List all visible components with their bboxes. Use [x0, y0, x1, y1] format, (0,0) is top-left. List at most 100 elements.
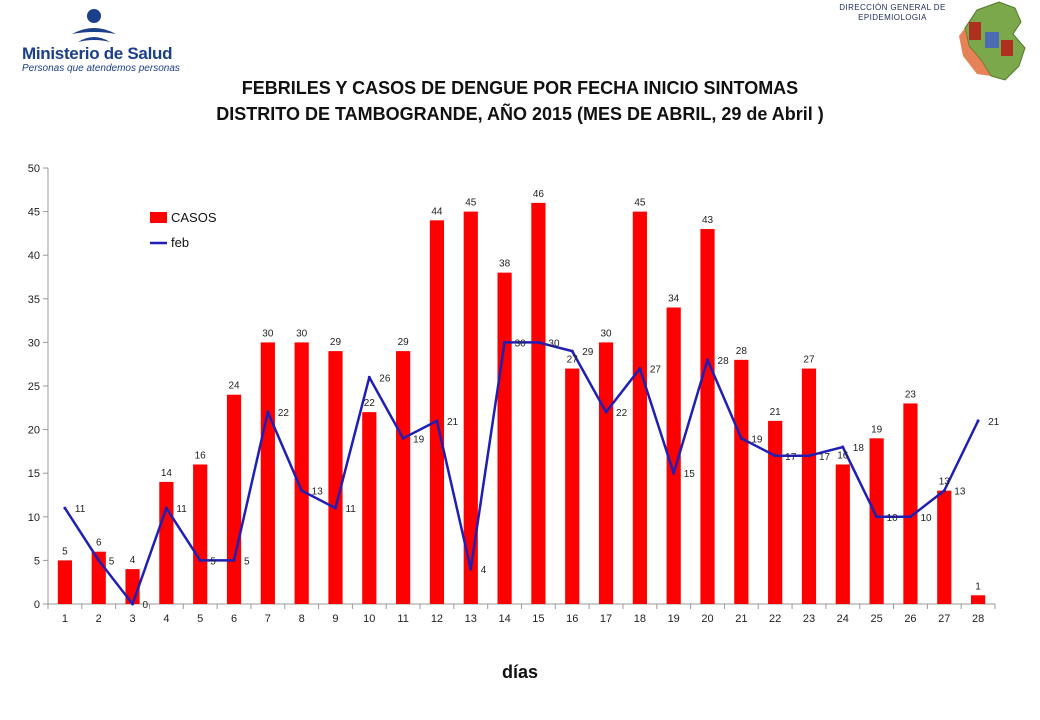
- bar-data-label: 4: [130, 555, 136, 566]
- y-tick-label: 50: [28, 163, 40, 175]
- bar-casos: [598, 342, 614, 604]
- bar-casos: [328, 351, 343, 604]
- bar-casos: [193, 464, 208, 604]
- bar-casos: [632, 211, 647, 604]
- bar-data-label: 27: [803, 355, 815, 366]
- bar-data-label: 29: [398, 337, 410, 348]
- y-tick-label: 35: [28, 294, 40, 306]
- bar-casos: [734, 359, 749, 604]
- x-tick-label: 23: [803, 613, 815, 625]
- bar-casos: [768, 420, 783, 604]
- bar-casos: [835, 464, 850, 604]
- bar-casos: [362, 412, 377, 604]
- x-tick-label: 2: [96, 613, 102, 625]
- line-point-feb: [232, 558, 236, 562]
- x-tick-label: 9: [332, 613, 338, 625]
- bar-data-label: 16: [195, 450, 207, 461]
- x-tick-label: 22: [769, 613, 781, 625]
- line-point-feb: [300, 489, 304, 493]
- line-data-label: 28: [718, 356, 730, 367]
- bar-data-label: 45: [465, 198, 477, 209]
- line-data-label: 17: [819, 452, 831, 463]
- dge-name: DIRECCIÓN GENERAL DE EPIDEMIOLOGIA: [830, 3, 955, 23]
- x-tick-label: 19: [668, 613, 680, 625]
- y-tick-label: 15: [28, 468, 40, 480]
- line-point-feb: [435, 419, 439, 423]
- bar-casos: [666, 307, 681, 604]
- x-tick-label: 15: [532, 613, 544, 625]
- bar-data-label: 24: [228, 381, 240, 392]
- line-point-feb: [97, 558, 101, 562]
- x-tick-label: 4: [163, 613, 169, 625]
- line-data-label: 21: [988, 417, 1000, 428]
- bar-data-label: 45: [634, 198, 646, 209]
- line-point-feb: [198, 558, 202, 562]
- x-tick-label: 10: [363, 613, 375, 625]
- bar-data-label: 19: [871, 424, 883, 435]
- line-data-label: 30: [548, 338, 560, 349]
- line-feb: [63, 341, 980, 606]
- line-data-label: 30: [515, 338, 527, 349]
- chart-bars: [57, 202, 986, 604]
- line-data-label: 19: [413, 434, 425, 445]
- x-tick-label: 16: [566, 613, 578, 625]
- line-point-feb: [604, 410, 608, 414]
- chart-line: [63, 340, 980, 606]
- dge-name-line2: EPIDEMIOLOGIA: [858, 13, 927, 22]
- legend-label-feb: feb: [171, 235, 189, 250]
- line-point-feb: [570, 349, 574, 353]
- line-point-feb: [875, 515, 879, 519]
- line-point-feb: [333, 506, 337, 510]
- bar-data-label: 27: [567, 355, 579, 366]
- x-tick-label: 8: [299, 613, 305, 625]
- line-data-label: 4: [481, 565, 487, 576]
- bar-data-label: 30: [262, 328, 274, 339]
- line-point-feb: [706, 358, 710, 362]
- bar-data-label: 16: [837, 450, 849, 461]
- line-data-label: 10: [920, 513, 932, 524]
- x-tick-label: 17: [600, 613, 612, 625]
- line-point-feb: [63, 506, 67, 510]
- bar-casos: [294, 342, 309, 604]
- dge-peru-map-logo-icon: [959, 1, 1026, 81]
- x-tick-label: 14: [498, 613, 510, 625]
- bar-casos: [903, 403, 918, 604]
- bar-data-label: 21: [770, 407, 782, 418]
- line-data-label: 22: [616, 408, 628, 419]
- x-tick-label: 5: [197, 613, 203, 625]
- line-point-feb: [942, 489, 946, 493]
- bar-data-label: 6: [96, 538, 102, 549]
- bar-casos: [226, 394, 242, 604]
- line-point-feb: [739, 436, 743, 440]
- bar-casos: [565, 368, 580, 604]
- bar-casos: [159, 481, 174, 604]
- x-axis-label: días: [501, 662, 539, 682]
- x-tick-label: 1: [62, 613, 68, 625]
- y-tick-label: 10: [28, 512, 40, 524]
- x-tick-label: 7: [265, 613, 271, 625]
- x-tick-label: 25: [871, 613, 883, 625]
- line-point-feb: [164, 506, 168, 510]
- x-tick-label: 18: [634, 613, 646, 625]
- x-tick-label: 12: [431, 613, 443, 625]
- bar-casos: [260, 342, 275, 604]
- dge-name-line1: DIRECCIÓN GENERAL DE: [839, 3, 946, 12]
- x-tick-label: 6: [231, 613, 237, 625]
- ministerio-tagline: Personas que atendemos personas: [22, 63, 180, 74]
- bar-data-label: 46: [533, 189, 545, 200]
- bar-casos: [396, 351, 411, 604]
- line-point-feb: [401, 436, 405, 440]
- line-data-label: 5: [244, 556, 250, 567]
- bar-casos: [429, 220, 445, 604]
- bar-data-label: 14: [161, 468, 173, 479]
- y-tick-label: 30: [28, 337, 40, 349]
- ministerio-name: Ministerio de Salud: [22, 44, 173, 63]
- bar-data-label: 5: [62, 546, 68, 557]
- line-data-label: 0: [143, 600, 149, 611]
- line-data-label: 19: [751, 434, 763, 445]
- line-point-feb: [672, 471, 676, 475]
- line-point-feb: [773, 454, 777, 458]
- bar-data-label: 38: [499, 259, 511, 270]
- line-data-label: 22: [278, 408, 290, 419]
- bar-casos: [869, 438, 884, 604]
